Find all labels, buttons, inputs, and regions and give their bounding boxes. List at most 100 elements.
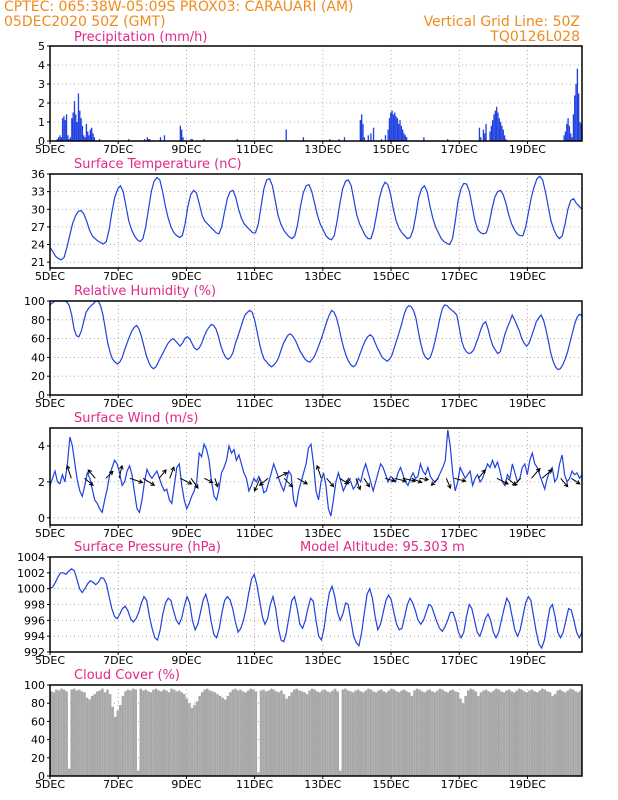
data-bar	[569, 688, 572, 776]
panel-title: Precipitation (mm/h)	[74, 30, 207, 45]
data-bar	[229, 692, 232, 776]
data-bar	[392, 689, 396, 776]
y-tick-label: 60	[31, 715, 45, 728]
x-tick-label: 11DEC	[236, 654, 273, 667]
wind-vector	[65, 464, 72, 479]
wind-vector	[204, 477, 214, 484]
data-bar	[108, 694, 112, 776]
data-bar	[510, 691, 513, 776]
wind-vector	[158, 469, 167, 479]
data-bar	[459, 698, 462, 776]
data-bar	[568, 125, 571, 141]
data-bar	[374, 692, 378, 776]
wind-vector	[105, 470, 114, 479]
data-bar	[116, 710, 120, 776]
data-bar	[221, 697, 224, 776]
wind-vector	[477, 469, 486, 479]
data-bar	[390, 112, 392, 141]
data-bar	[50, 691, 53, 776]
data-bar	[172, 689, 176, 776]
data-bar	[85, 123, 88, 141]
data-bar	[179, 125, 182, 141]
data-bar	[567, 118, 569, 141]
data-bar	[477, 695, 480, 776]
data-bar	[418, 689, 421, 776]
data-bar	[83, 135, 85, 141]
x-tick-label: 7DEC	[103, 397, 133, 410]
wind-vector	[283, 477, 294, 488]
data-bar	[198, 695, 201, 776]
data-bar	[277, 692, 281, 776]
data-bar	[106, 689, 109, 776]
data-bar	[515, 690, 519, 776]
data-bar	[157, 690, 160, 776]
data-bar	[287, 695, 291, 776]
panel-title: Surface Temperature (nC)	[74, 157, 242, 172]
data-bar	[385, 692, 388, 776]
data-bar	[129, 690, 132, 776]
data-bar	[78, 689, 81, 776]
data-bar	[67, 768, 71, 776]
data-bar	[83, 692, 86, 776]
data-bar	[394, 112, 396, 141]
data-bar	[305, 694, 309, 776]
data-bar	[231, 689, 235, 776]
model-code: TQ0126L028	[490, 29, 580, 45]
data-bar	[579, 122, 581, 141]
data-bar	[139, 688, 143, 776]
x-tick-label: 5DEC	[35, 270, 65, 283]
x-tick-label: 13DEC	[304, 654, 341, 667]
x-tick-label: 15DEC	[372, 527, 409, 540]
station-title: CPTEC: 065:38W-05:09S PROX03: CARAUARI (…	[4, 0, 354, 15]
data-bar	[367, 135, 369, 141]
data-bar	[499, 122, 502, 141]
y-tick-label: 998	[24, 599, 45, 612]
data-bar	[556, 690, 559, 776]
data-bar	[303, 692, 306, 776]
data-bar	[503, 135, 506, 141]
data-bar	[73, 688, 76, 776]
wind-vector	[496, 477, 510, 485]
data-bar	[363, 137, 365, 141]
data-line	[49, 568, 583, 650]
x-tick-label: 9DEC	[171, 778, 201, 791]
data-bar	[236, 139, 238, 141]
data-bar	[213, 692, 217, 776]
data-bar	[147, 691, 150, 776]
data-bar	[454, 691, 457, 776]
data-bar	[359, 691, 363, 776]
data-bar	[181, 129, 183, 141]
y-tick-label: 2	[38, 97, 45, 110]
data-bar	[147, 139, 150, 141]
data-bar	[87, 131, 89, 141]
data-bar	[121, 695, 125, 776]
panel-frame	[49, 45, 583, 142]
data-bar	[485, 123, 487, 141]
data-bar	[564, 692, 567, 776]
vertical-grid-note: Vertical Grid Line: 50Z	[423, 14, 580, 30]
data-bar	[420, 691, 424, 776]
data-bar	[413, 690, 416, 776]
data-bar	[175, 691, 178, 776]
data-bar	[308, 690, 311, 776]
wind-vector	[454, 477, 467, 483]
data-bar	[428, 689, 432, 776]
data-bar	[59, 135, 61, 141]
wind-vector	[142, 477, 156, 486]
data-bar	[541, 688, 544, 776]
panel-4: 992 994 996 998 1000 1002 1004 5DEC 7DEC 9DEC 11DE…	[17, 540, 583, 667]
data-bar	[143, 139, 146, 141]
x-tick-label: 5DEC	[35, 143, 65, 156]
data-bar	[159, 137, 162, 141]
data-bar	[159, 691, 163, 776]
data-bar	[326, 691, 329, 776]
data-bar	[502, 129, 504, 141]
data-bar	[218, 695, 222, 776]
data-bar	[489, 692, 493, 776]
data-bar	[558, 689, 562, 776]
data-bar	[272, 689, 276, 776]
data-bar	[405, 137, 408, 141]
data-bar	[57, 137, 60, 141]
data-bar	[571, 689, 575, 776]
panel-title: Cloud Cover (%)	[74, 668, 180, 683]
